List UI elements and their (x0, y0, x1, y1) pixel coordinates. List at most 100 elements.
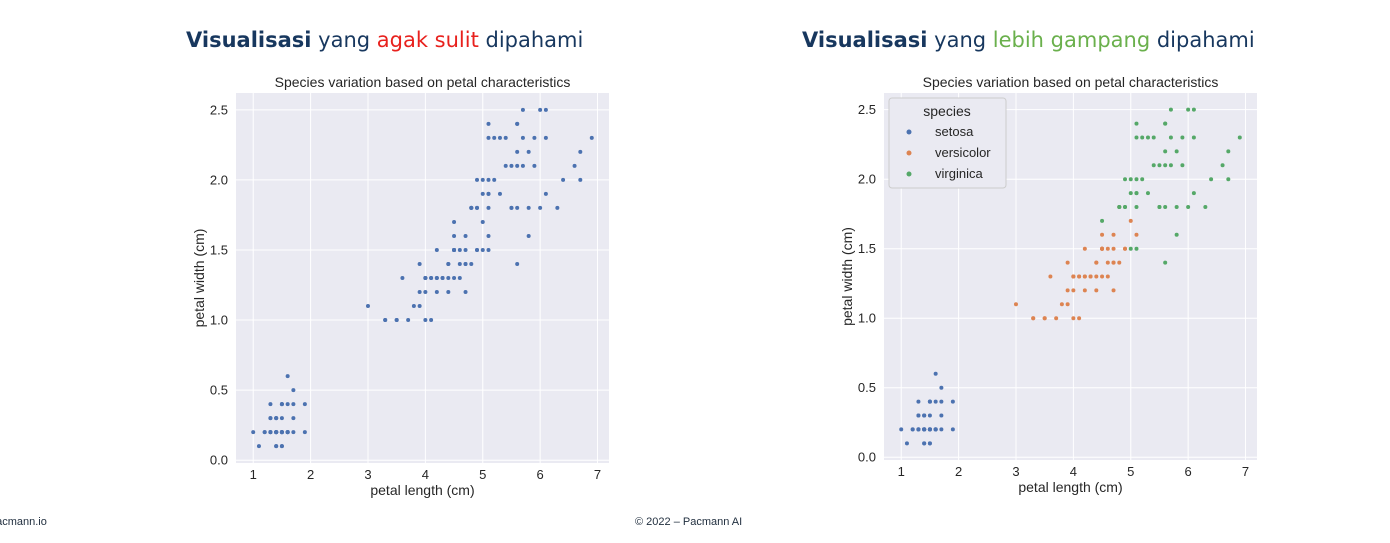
data-point (268, 402, 273, 407)
data-point (1123, 204, 1128, 209)
y-axis-label: petal width (cm) (839, 227, 855, 326)
data-point (927, 427, 932, 432)
data-point (480, 219, 485, 224)
data-point (950, 399, 955, 404)
data-point (302, 402, 307, 407)
data-point (492, 177, 497, 182)
x-tick-label: 4 (422, 467, 429, 482)
x-tick-label: 2 (955, 464, 962, 479)
heading-part: lebih gampang (992, 28, 1151, 52)
data-point (520, 107, 525, 112)
data-point (1071, 274, 1076, 279)
data-point (1145, 135, 1150, 140)
legend-label: setosa (935, 124, 974, 139)
x-axis-label: petal length (cm) (1018, 479, 1122, 495)
data-point (1111, 260, 1116, 265)
scatter-chart-right: 1 2 3 4 5 6 7 0.0 0.5 1.0 1.5 2.0 2.5 Species variati… (839, 74, 1257, 495)
data-point (1191, 107, 1196, 112)
data-point (933, 371, 938, 376)
data-point (543, 135, 548, 140)
data-point (417, 261, 422, 266)
data-point (1111, 232, 1116, 237)
data-point (933, 399, 938, 404)
data-point (1226, 149, 1231, 154)
right-chart-heading: Visualisasi yang lebih gampang dipahami (802, 28, 1255, 52)
data-point (486, 121, 491, 126)
data-point (1209, 177, 1214, 182)
data-point (1180, 135, 1185, 140)
data-point (950, 427, 955, 432)
data-point (486, 247, 491, 252)
data-point (520, 163, 525, 168)
data-point (423, 290, 428, 295)
data-point (939, 413, 944, 418)
data-point (291, 388, 296, 393)
data-point (302, 430, 307, 435)
legend-label: versicolor (935, 145, 991, 160)
data-point (509, 163, 514, 168)
data-point (1071, 316, 1076, 321)
data-point (1100, 218, 1105, 223)
data-point (543, 107, 548, 112)
data-point (1157, 204, 1162, 209)
data-point (1168, 163, 1173, 168)
data-point (1065, 288, 1070, 293)
data-point (933, 427, 938, 432)
data-point (463, 261, 468, 266)
y-tick-label: 2.0 (210, 172, 228, 187)
x-tick-label: 4 (1070, 464, 1077, 479)
data-point (1042, 316, 1047, 321)
data-point (1100, 246, 1105, 251)
data-point (1088, 274, 1093, 279)
footer-copyright: © 2022 – Pacmann AI (635, 516, 743, 528)
data-point (515, 163, 520, 168)
data-point (411, 304, 416, 309)
legend-title: species (923, 103, 970, 119)
data-point (429, 318, 434, 323)
data-point (1071, 288, 1076, 293)
data-point (434, 290, 439, 295)
data-point (285, 430, 290, 435)
x-tick-label: 3 (364, 467, 371, 482)
data-point (939, 399, 944, 404)
data-point (1203, 204, 1208, 209)
data-point (475, 247, 480, 252)
data-point (262, 430, 267, 435)
data-point (1111, 246, 1116, 251)
data-point (1191, 135, 1196, 140)
data-point (572, 163, 577, 168)
data-point (939, 385, 944, 390)
data-point (1134, 121, 1139, 126)
y-tick-label: 2.0 (858, 172, 876, 187)
data-point (1134, 246, 1139, 251)
data-point (910, 427, 915, 432)
data-point (440, 276, 445, 280)
data-point (274, 416, 279, 421)
x-tick-label: 2 (307, 467, 314, 482)
data-point (1180, 163, 1185, 168)
data-point (1174, 204, 1179, 209)
data-point (1123, 177, 1128, 182)
data-point (457, 261, 462, 266)
data-point (492, 135, 497, 140)
x-tick-label: 3 (1012, 464, 1019, 479)
data-point (503, 163, 508, 168)
data-point (1105, 246, 1110, 251)
data-point (1163, 163, 1168, 168)
data-point (1054, 316, 1059, 321)
data-point (532, 163, 537, 168)
plot-area (236, 93, 609, 463)
y-tick-label: 1.5 (210, 242, 228, 257)
data-point (1048, 274, 1053, 279)
legend-label: virginica (935, 166, 983, 181)
data-point (486, 205, 491, 210)
data-point (452, 276, 457, 280)
data-point (1077, 274, 1082, 279)
data-point (274, 444, 279, 449)
data-point (1140, 135, 1145, 140)
data-point (475, 205, 480, 210)
data-point (446, 276, 451, 280)
data-point (1151, 163, 1156, 168)
data-point (1128, 191, 1133, 196)
